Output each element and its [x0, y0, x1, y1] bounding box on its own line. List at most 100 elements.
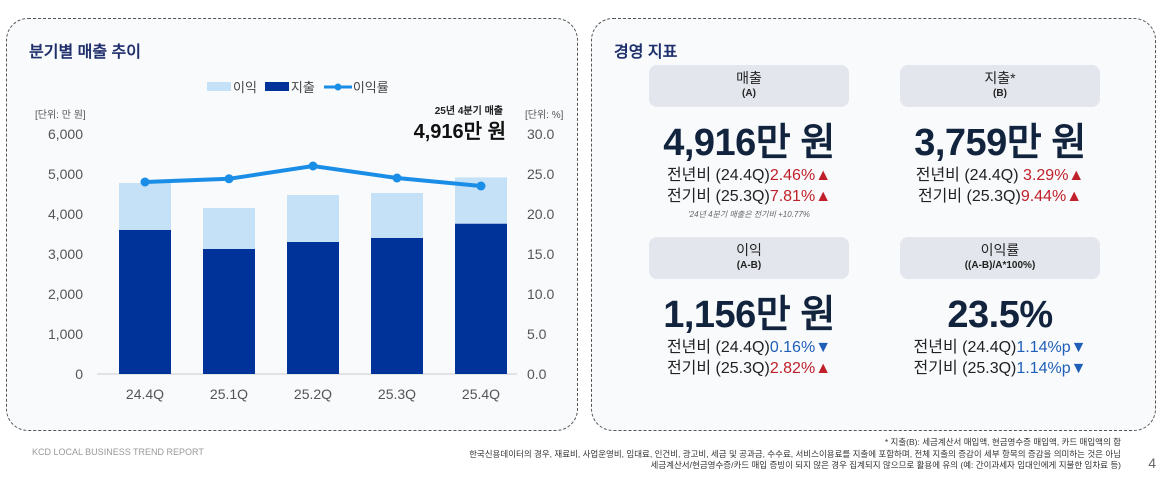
y-left-tick-label: 5,000 [48, 166, 83, 182]
arrow-up-icon: ▲ [815, 167, 832, 184]
bar-expense[interactable] [287, 242, 339, 374]
yoy-comparison: 전년비 (24.4Q)0.16%▼ [649, 337, 849, 358]
legend-swatch-expense [264, 82, 289, 91]
y-axis-right: 0.0 5.0 10.0 15.0 20.0 25.0 30.0 [527, 126, 554, 382]
qoq-value: 7.81% [769, 188, 816, 205]
bar-profit[interactable] [371, 193, 423, 238]
x-tick-label: 25.3Q [378, 386, 416, 402]
yoy-comparison: 전년비 (24.4Q)1.14%p▼ [900, 337, 1100, 358]
yoy-comparison: 전년비 (24.4Q)2.46%▲ [649, 165, 849, 186]
y-left-tick-label: 4,000 [48, 206, 83, 222]
panel-title: 분기별 매출 추이 [29, 44, 141, 61]
panel-title: 경영 지표 [614, 44, 678, 61]
metric-name: 이익 [736, 242, 762, 258]
metric-header: 매출 (A) [649, 65, 849, 107]
yoy-value: 2.46% [769, 167, 816, 184]
legend-item-expense[interactable]: 지출 [264, 77, 315, 96]
qoq-comparison: 전기비 (25.3Q)2.82%▲ [649, 358, 849, 379]
report-name: KCD LOCAL BUSINESS TREND REPORT [32, 447, 204, 457]
arrow-up-icon: ▲ [1066, 188, 1083, 205]
legend-label: 이익 [233, 80, 257, 95]
legend-item-profit[interactable]: 이익 [207, 77, 257, 96]
y-right-tick-label: 10.0 [527, 286, 554, 302]
qoq-label: 전기비 (25.3Q) [917, 188, 1021, 205]
y-right-tick-label: 15.0 [527, 246, 554, 262]
metric-value: 23.5% [947, 294, 1053, 336]
qoq-label: 전기비 (25.3Q) [666, 360, 770, 377]
metric-header: 이익 (A-B) [649, 237, 849, 279]
bar-expense[interactable] [371, 238, 423, 374]
yoy-value: 0.16% [769, 339, 816, 356]
bar-profit[interactable] [287, 195, 339, 242]
bar-expense[interactable] [203, 249, 255, 374]
metric-formula: (B) [993, 88, 1007, 99]
metric-header: 이익률 ((A-B)/A*100%) [900, 237, 1100, 279]
x-tick-label: 25.2Q [294, 386, 332, 402]
arrow-down-icon: ▼ [1070, 339, 1087, 356]
legend-item-rate[interactable]: 이익률 [323, 77, 389, 96]
legend-swatch-profit [207, 82, 231, 91]
y-left-tick-label: 1,000 [48, 326, 83, 342]
y-right-tick-label: 20.0 [527, 206, 554, 222]
quarterly-sales-panel: 분기별 매출 추이 이익 지출 이익률 [단위: 만 원] [단위: %] 25… [6, 18, 578, 431]
rate-point[interactable] [392, 173, 402, 183]
arrow-up-icon: ▲ [1068, 167, 1085, 184]
qoq-value: 2.82% [769, 360, 816, 377]
metric-name: 지출* [984, 70, 1016, 86]
qoq-label: 전기비 (25.3Q) [913, 360, 1017, 377]
qoq-value: 9.44% [1020, 188, 1067, 205]
qoq-value: 1.14%p [1016, 360, 1071, 377]
metric-profit-rate: 이익률 ((A-B)/A*100%) 23.5% 전년비 (24.4Q)1.14… [900, 237, 1100, 379]
metric-sales: 매출 (A) 4,916만 원 전년비 (24.4Q)2.46%▲ 전기비 (2… [649, 65, 849, 220]
quarterly-chart: 0 1,000 2,000 3,000 4,000 5,000 6,000 0.0 5.0 10… [48, 126, 555, 402]
yoy-comparison: 전년비 (24.4Q) 3.29%▲ [900, 165, 1100, 186]
rate-point[interactable] [140, 177, 150, 187]
metric-profit: 이익 (A-B) 1,156만 원 전년비 (24.4Q)0.16%▼ 전기비 … [649, 237, 849, 379]
arrow-up-icon: ▲ [815, 188, 832, 205]
metric-formula: (A) [742, 88, 756, 99]
arrow-up-icon: ▲ [815, 360, 832, 377]
rate-point[interactable] [308, 161, 318, 171]
y-left-tick-label: 3,000 [48, 246, 83, 262]
yoy-value: 1.14%p [1016, 339, 1071, 356]
legend-label: 지출 [290, 80, 315, 95]
qoq-comparison: 전기비 (25.3Q)1.14%p▼ [900, 358, 1100, 379]
page-number: 4 [1148, 455, 1156, 471]
y-left-tick-label: 6,000 [48, 126, 83, 142]
highlight-caption: 25년 4분기 매출 [434, 106, 503, 117]
legend-swatch-rate [323, 83, 352, 90]
yoy-value: 3.29% [1023, 167, 1069, 184]
rate-point[interactable] [476, 181, 486, 191]
yoy-label: 전년비 (24.4Q) [666, 167, 770, 184]
bar-expense[interactable] [455, 223, 507, 374]
bars [119, 177, 507, 374]
kpi-panel: 경영 지표 매출 (A) 4,916만 원 전년비 (24.4Q)2.46%▲ … [591, 18, 1156, 431]
metric-name: 이익률 [980, 242, 1020, 258]
metric-name: 매출 [736, 70, 762, 86]
footnote-line: 세금계산서/현금영수증/카드 매입 증빙이 되지 않은 경우 집계되지 않으므로… [650, 460, 1121, 470]
y-right-tick-label: 0.0 [527, 366, 547, 382]
x-tick-label: 25.1Q [210, 386, 248, 402]
arrow-down-icon: ▼ [815, 339, 832, 356]
metric-value: 1,156만 원 [663, 294, 835, 336]
qoq-comparison: 전기비 (25.3Q)7.81%▲ [649, 186, 849, 207]
y-right-tick-label: 5.0 [527, 326, 547, 342]
yoy-label: 전년비 (24.4Q) [666, 339, 770, 356]
right-axis-unit: [단위: %] [525, 110, 564, 121]
profit-rate-line [140, 161, 486, 191]
bar-expense[interactable] [119, 230, 171, 374]
x-tick-label: 25.4Q [462, 386, 500, 402]
metric-formula: ((A-B)/A*100%) [964, 260, 1036, 271]
left-axis-unit: [단위: 만 원] [35, 110, 86, 121]
footnote-line: * 지출(B): 세금계산서 매입액, 현금영수증 매입액, 카드 매입액의 합 [884, 437, 1121, 447]
metric-value: 4,916만 원 [663, 122, 835, 164]
x-tick-label: 24.4Q [126, 386, 164, 402]
bar-profit[interactable] [119, 183, 171, 230]
footnotes: * 지출(B): 세금계산서 매입액, 현금영수증 매입액, 카드 매입액의 합… [469, 437, 1121, 472]
rate-point[interactable] [224, 174, 234, 184]
bar-profit[interactable] [203, 208, 255, 249]
highlight-value: 4,916만 원 [413, 121, 506, 143]
metric-value: 3,759만 원 [914, 122, 1086, 164]
footnote-line: 한국신용데이터의 경우, 재료비, 사업운영비, 임대료, 인건비, 광고비, … [469, 448, 1121, 459]
metric-formula: (A-B) [736, 260, 762, 271]
